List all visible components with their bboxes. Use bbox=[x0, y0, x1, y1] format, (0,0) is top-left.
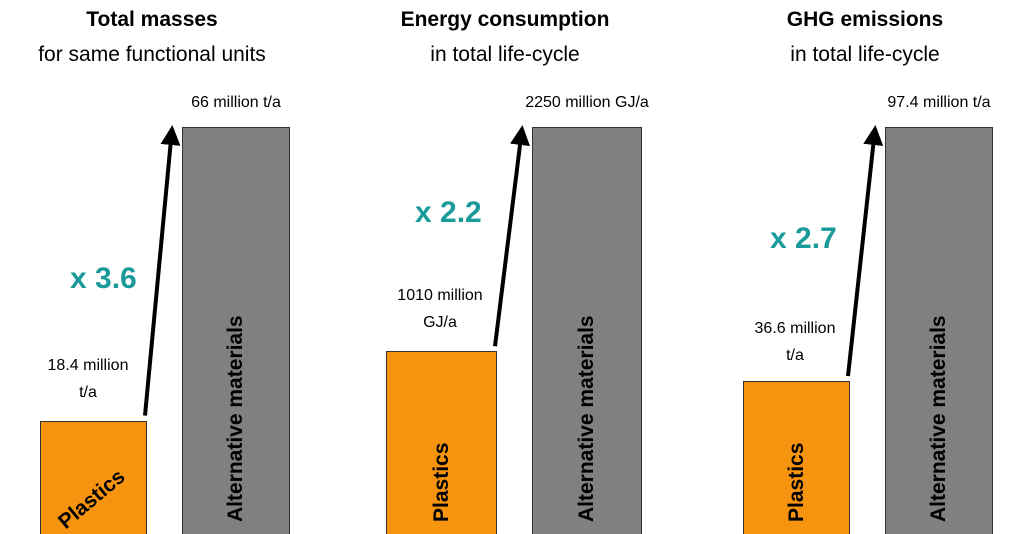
arrow bbox=[493, 125, 530, 347]
arrow bbox=[143, 125, 181, 416]
bar bbox=[532, 127, 642, 534]
panel-title: Energy consumption bbox=[400, 8, 610, 31]
value-label: 1010 million GJ/a bbox=[397, 287, 483, 331]
bar bbox=[885, 127, 993, 534]
value-label: 36.6 million t/a bbox=[754, 320, 836, 364]
panel-subtitle: in total life-cycle bbox=[430, 43, 580, 66]
factor-annotation: x 3.6 bbox=[70, 262, 137, 295]
bar-category-label: Alternative materials bbox=[927, 315, 950, 522]
value-label: 18.4 million t/a bbox=[47, 357, 129, 401]
bar bbox=[40, 420, 147, 534]
bar-category-label: Plastics bbox=[784, 442, 808, 522]
factor-annotation: x 2.7 bbox=[770, 222, 837, 255]
bar bbox=[743, 381, 850, 534]
bar-category-label: Plastics bbox=[429, 442, 453, 522]
bar-category-label: Alternative materials bbox=[575, 315, 598, 522]
value-label: 2250 million GJ/a bbox=[525, 94, 649, 111]
arrow bbox=[846, 125, 884, 377]
panel-title: Total masses bbox=[86, 8, 218, 31]
panel-title: GHG emissions bbox=[786, 8, 944, 31]
panel-subtitle: in total life-cycle bbox=[790, 43, 940, 66]
value-label: 66 million t/a bbox=[191, 94, 281, 111]
value-label: 97.4 million t/a bbox=[887, 94, 991, 111]
factor-annotation: x 2.2 bbox=[415, 196, 482, 229]
panel-subtitle: for same functional units bbox=[38, 43, 266, 66]
bar-category-label: Alternative materials bbox=[224, 315, 247, 522]
bar bbox=[386, 351, 497, 534]
bar bbox=[182, 127, 290, 534]
